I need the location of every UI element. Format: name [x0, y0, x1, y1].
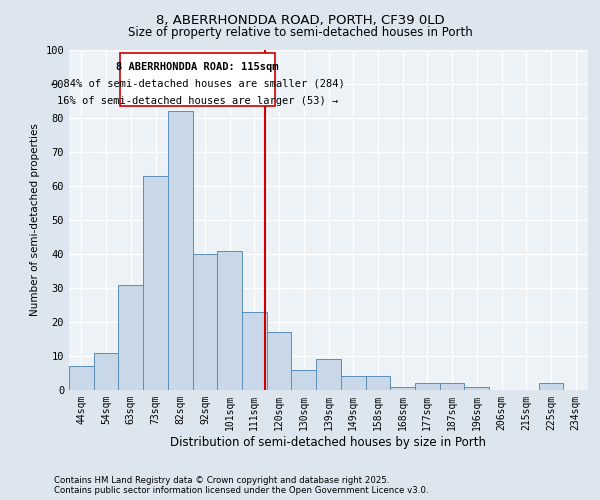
Bar	[464, 386, 489, 390]
Bar	[242, 312, 267, 390]
Bar	[440, 383, 464, 390]
Bar	[217, 250, 242, 390]
Bar	[316, 360, 341, 390]
Bar	[193, 254, 217, 390]
Bar	[94, 352, 118, 390]
Bar	[118, 284, 143, 390]
Bar	[267, 332, 292, 390]
X-axis label: Distribution of semi-detached houses by size in Porth: Distribution of semi-detached houses by …	[170, 436, 487, 448]
Bar	[539, 383, 563, 390]
Bar	[168, 111, 193, 390]
Text: 8 ABERRHONDDA ROAD: 115sqm: 8 ABERRHONDDA ROAD: 115sqm	[116, 62, 279, 72]
Bar	[415, 383, 440, 390]
Text: Contains HM Land Registry data © Crown copyright and database right 2025.: Contains HM Land Registry data © Crown c…	[54, 476, 389, 485]
Bar	[365, 376, 390, 390]
Bar	[292, 370, 316, 390]
Bar	[390, 386, 415, 390]
Text: 8, ABERRHONDDA ROAD, PORTH, CF39 0LD: 8, ABERRHONDDA ROAD, PORTH, CF39 0LD	[155, 14, 445, 27]
Text: ← 84% of semi-detached houses are smaller (284): ← 84% of semi-detached houses are smalle…	[50, 79, 344, 89]
Bar	[69, 366, 94, 390]
Bar	[341, 376, 365, 390]
Text: 16% of semi-detached houses are larger (53) →: 16% of semi-detached houses are larger (…	[57, 96, 338, 106]
FancyBboxPatch shape	[119, 54, 275, 106]
Text: Size of property relative to semi-detached houses in Porth: Size of property relative to semi-detach…	[128, 26, 472, 39]
Bar	[143, 176, 168, 390]
Text: Contains public sector information licensed under the Open Government Licence v3: Contains public sector information licen…	[54, 486, 428, 495]
Y-axis label: Number of semi-detached properties: Number of semi-detached properties	[30, 124, 40, 316]
